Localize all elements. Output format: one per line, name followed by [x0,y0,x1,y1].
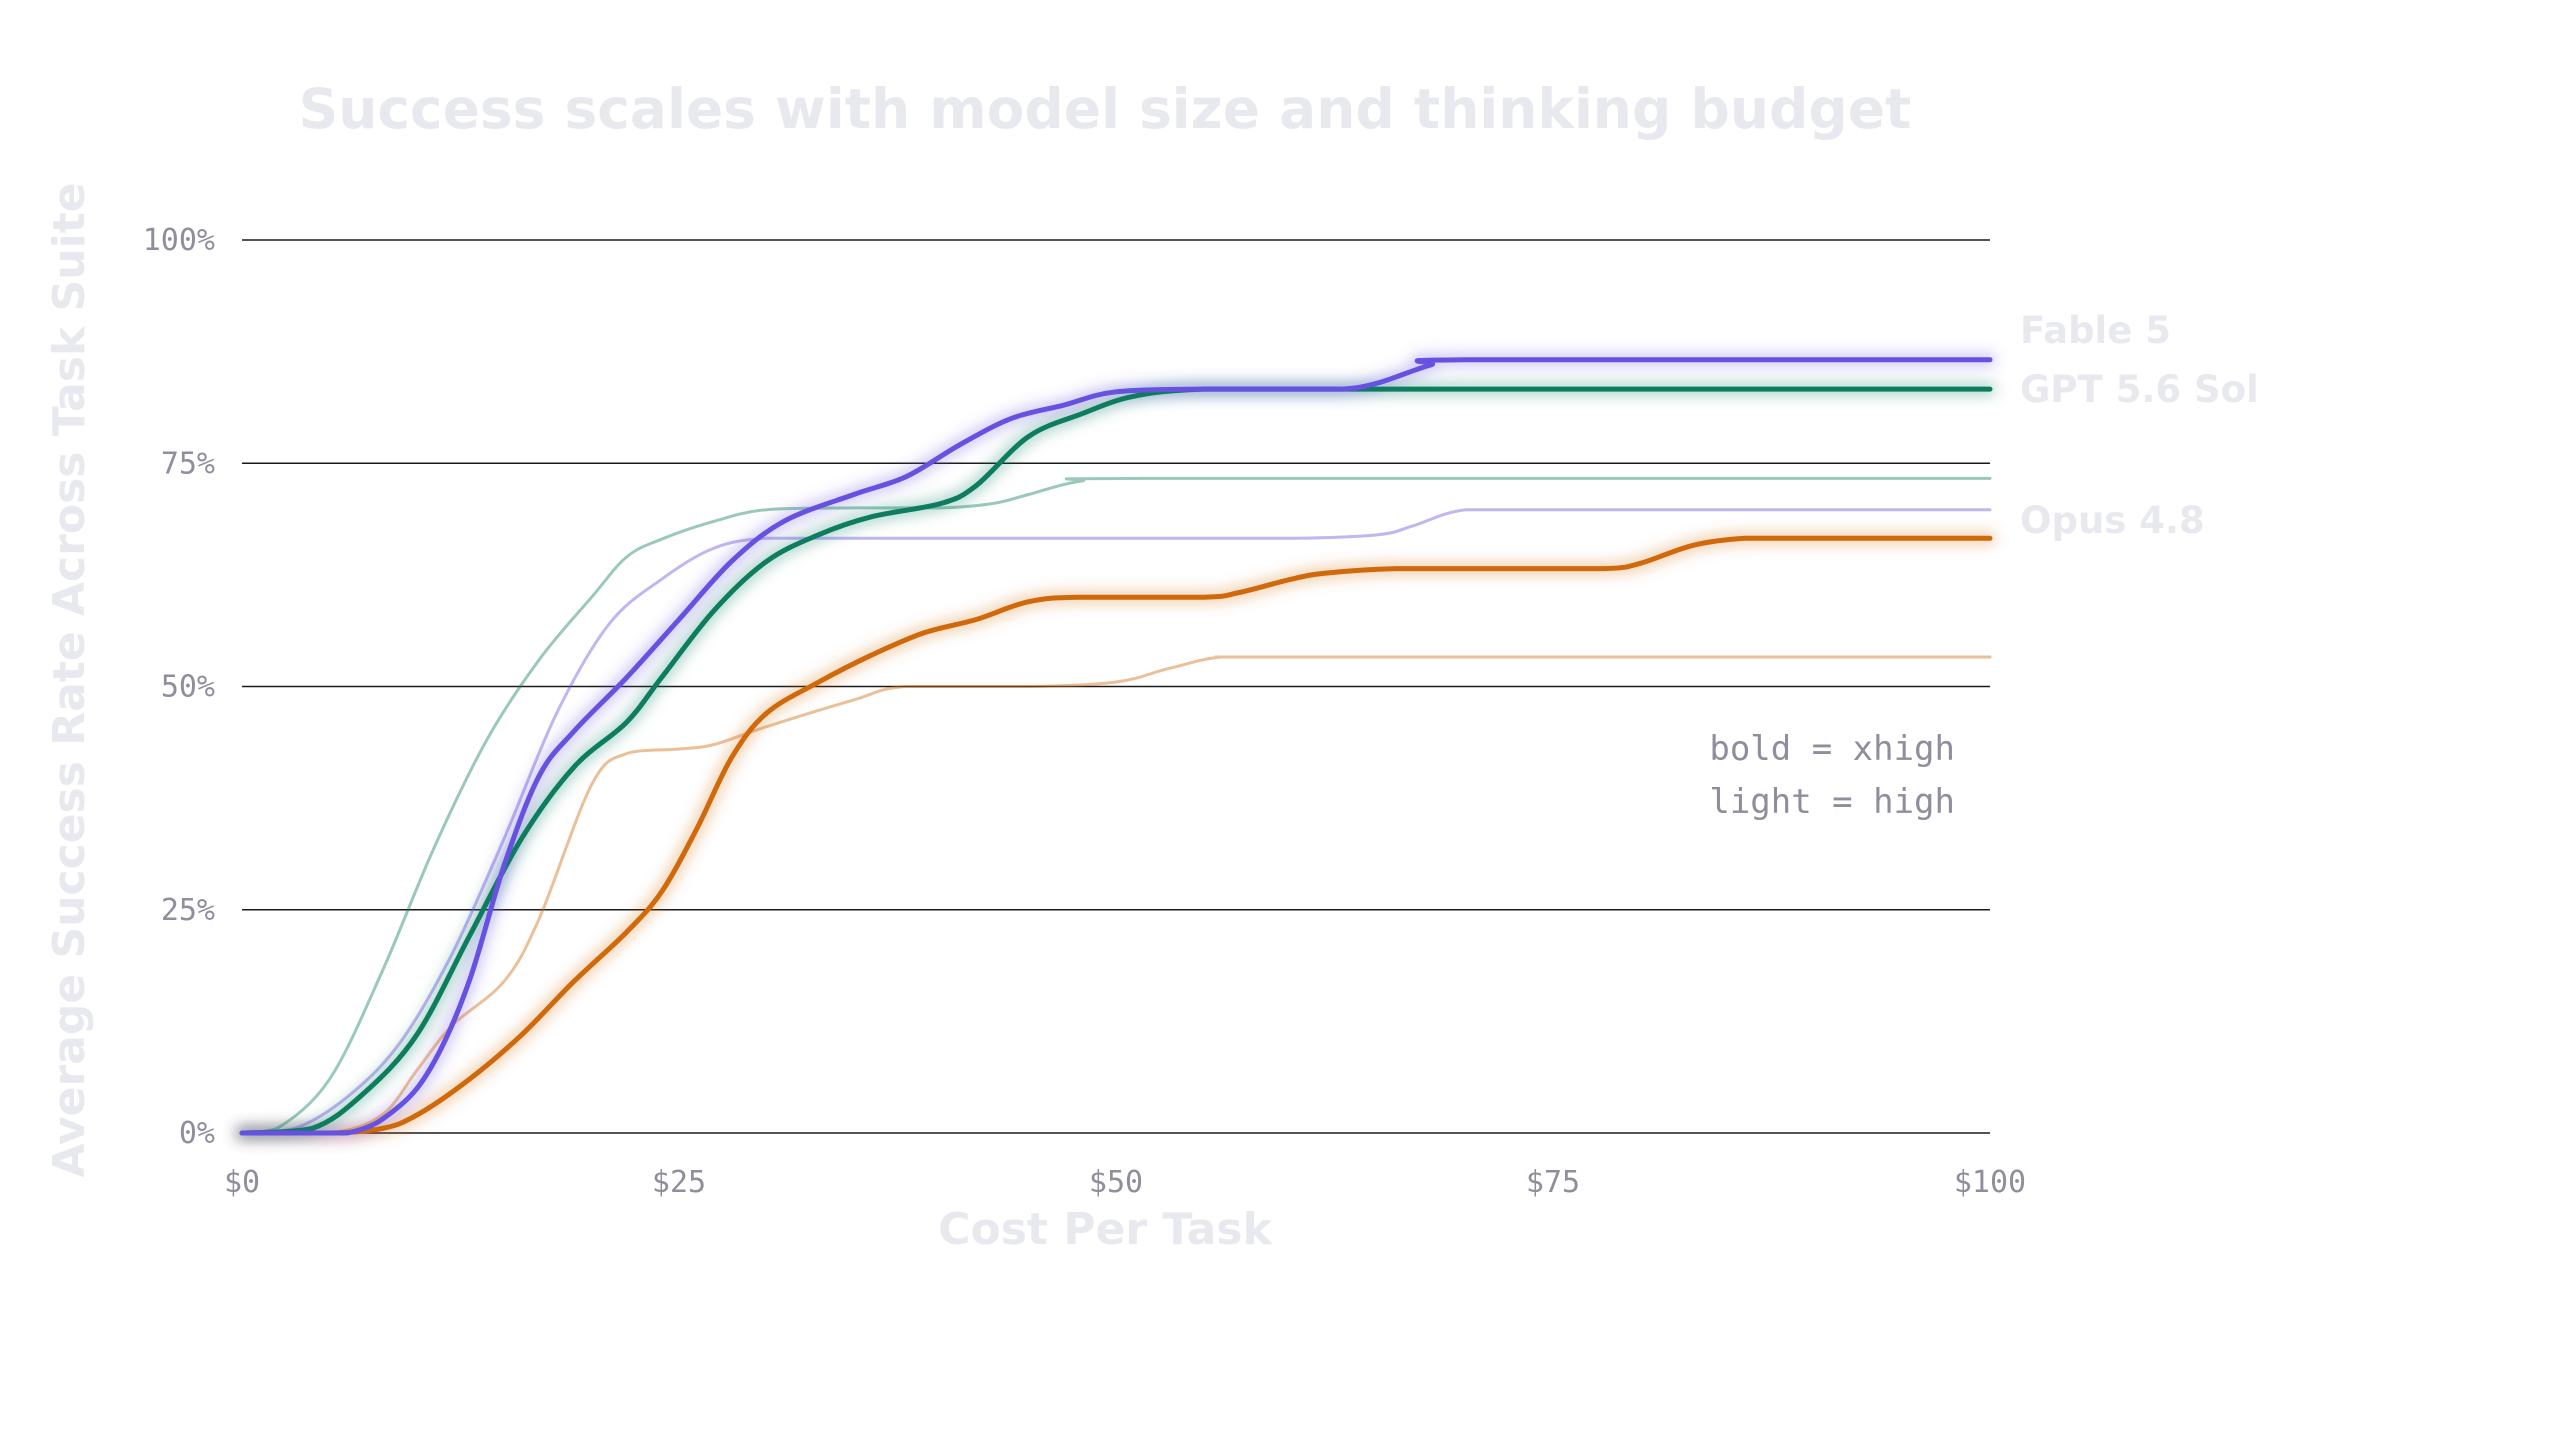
y-tick-label: 0% [179,1116,215,1151]
y-tick-label: 100% [143,223,215,258]
y-tick-labels: 0% 25% 50% 75% 100% [143,223,215,1151]
x-tick-label: $25 [652,1165,706,1200]
y-tick-label: 50% [161,670,215,705]
y-axis-title: Average Success Rate Across Task Suite [44,182,95,1177]
series-label-fable-5: Fable 5 [2020,309,2171,352]
y-tick-label: 75% [161,446,215,481]
series-line-opus-4-8-high [240,655,1992,1135]
series-line-fable-5-xhigh [239,357,1993,1136]
gridlines [242,239,1990,1134]
note-line: bold = xhigh [1709,729,1955,769]
series-line-gpt-5-6-sol-high [240,476,1992,1135]
x-tick-label: $75 [1526,1165,1580,1200]
x-tick-labels: $0 $25 $50 $75 $100 [224,1165,2026,1200]
line-weight-note: bold = xhigh light = high [1709,729,1955,822]
x-tick-label: $50 [1089,1165,1143,1200]
x-tick-label: $100 [1954,1165,2026,1200]
y-tick-label: 25% [161,893,215,928]
series-label-opus-4-8: Opus 4.8 [2020,499,2205,542]
series-line-opus-4-8-xhigh [239,535,1993,1136]
series-labels: Fable 5 GPT 5.6 Sol Opus 4.8 [2020,309,2259,542]
x-axis-title: Cost Per Task [938,1204,1273,1255]
chart-title: Success scales with model size and think… [299,77,1912,141]
series-label-gpt-5-6-sol: GPT 5.6 Sol [2020,368,2259,411]
series-lines [239,357,1993,1136]
note-line: light = high [1709,782,1955,822]
x-tick-label: $0 [224,1165,260,1200]
series-line-fable-5-high [240,508,1992,1135]
